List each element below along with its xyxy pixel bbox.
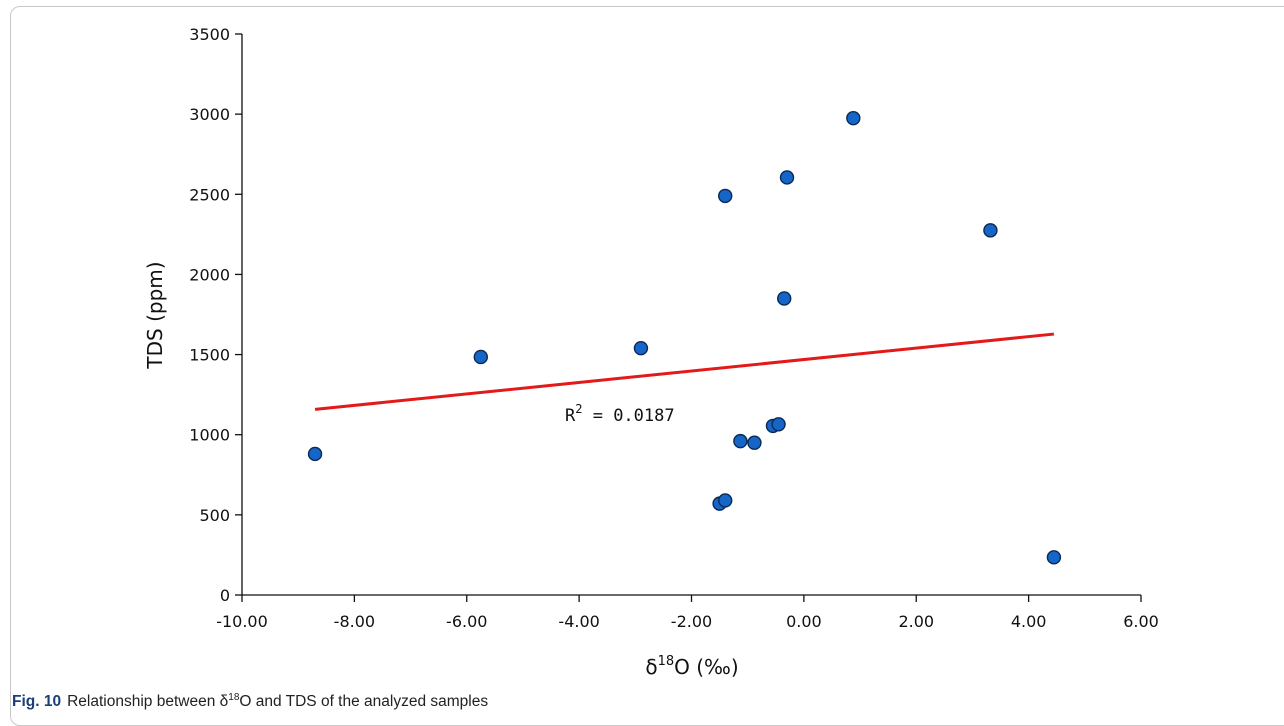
data-point xyxy=(777,291,792,306)
x-tick-label: 4.00 xyxy=(1011,612,1047,631)
caption-text-end: O and TDS of the analyzed samples xyxy=(239,693,489,711)
trendline xyxy=(314,332,1055,411)
r-squared-value: = 0.0187 xyxy=(582,406,674,426)
x-tick-label: -8.00 xyxy=(334,612,375,631)
y-tick-label: 3000 xyxy=(189,105,230,124)
caption-text-start: Relationship between δ xyxy=(67,693,229,711)
y-axis-title: TDS (ppm) xyxy=(143,261,167,369)
x-tick-label: 6.00 xyxy=(1123,612,1159,631)
data-point xyxy=(846,110,861,126)
y-tick-label: 3500 xyxy=(189,25,230,44)
x-tick-label: -2.00 xyxy=(671,612,712,631)
data-point xyxy=(1046,550,1062,565)
data-point xyxy=(779,170,795,185)
data-point xyxy=(718,493,733,508)
x-tick-label: 0.00 xyxy=(786,612,822,631)
tick-labels: 0 500 1000 1500 2000 2500 3000 3500 -10.00 -8.00 -… xyxy=(189,25,1159,631)
y-tick-label: 2500 xyxy=(189,185,230,204)
data-point xyxy=(307,446,323,462)
y-tick-label: 0 xyxy=(220,586,230,605)
data-points xyxy=(307,110,1062,565)
y-tick-label: 1500 xyxy=(189,346,230,365)
y-tick-label: 2000 xyxy=(189,265,230,284)
r-squared-annotation: R2 = 0.0187 xyxy=(565,402,675,426)
y-tick-label: 500 xyxy=(199,506,230,525)
r-squared-base: R xyxy=(565,406,576,426)
x-axis-title-superscript: 18 xyxy=(658,654,675,669)
x-tick-label: 2.00 xyxy=(898,612,934,631)
caption-superscript: 18 xyxy=(228,692,240,703)
figure-label: Fig. 10 xyxy=(12,693,62,711)
x-axis-title-suffix: O (‰) xyxy=(674,655,739,679)
x-tick-label: -6.00 xyxy=(446,612,487,631)
x-axis-title: δ18O (‰) xyxy=(645,654,738,679)
trendline-group xyxy=(314,332,1055,411)
data-point xyxy=(733,433,748,449)
data-point xyxy=(633,340,649,356)
scatter-chart: 0 500 1000 1500 2000 2500 3000 3500 -10.00 -8.00 -… xyxy=(143,25,1159,679)
data-point xyxy=(718,188,733,204)
data-point xyxy=(473,349,488,365)
r-squared-exponent: 2 xyxy=(575,402,582,416)
data-point xyxy=(983,223,998,238)
axes xyxy=(235,33,1142,602)
x-tick-label: -10.00 xyxy=(216,612,268,631)
data-point xyxy=(747,435,762,450)
figure-caption: Fig. 10 Relationship between δ18O and TDS… xyxy=(12,692,488,711)
x-axis-title-prefix: δ xyxy=(645,655,657,679)
x-tick-label: -4.00 xyxy=(558,612,599,631)
data-point xyxy=(771,417,786,432)
y-tick-label: 1000 xyxy=(189,426,230,445)
